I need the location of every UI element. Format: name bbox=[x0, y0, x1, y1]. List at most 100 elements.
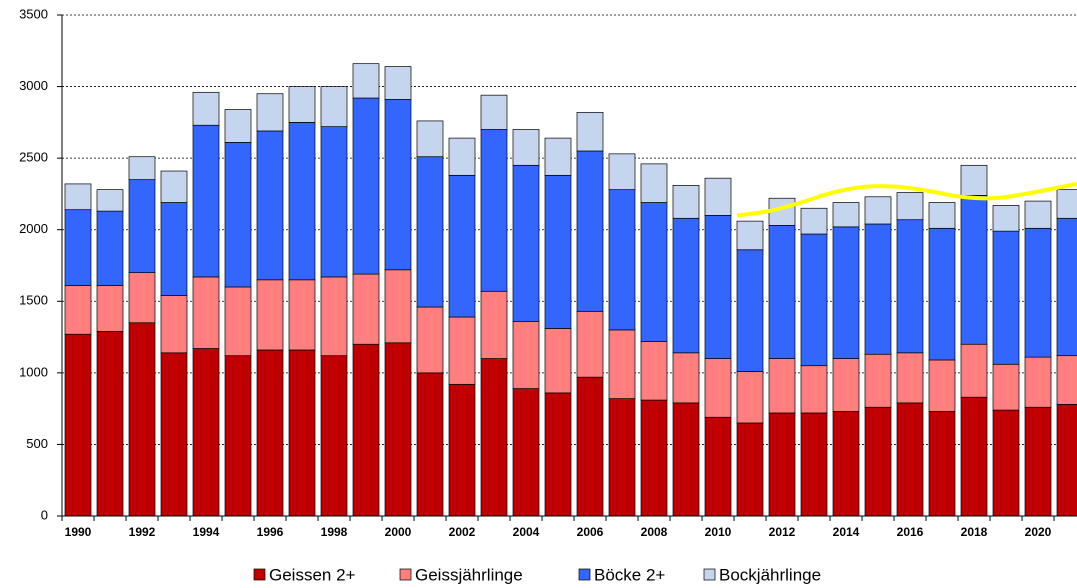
bar-segment bbox=[768, 412, 796, 517]
bar-segment bbox=[192, 124, 220, 278]
bar-segment bbox=[1056, 355, 1077, 405]
bar-segment bbox=[320, 355, 348, 517]
bar-segment bbox=[288, 279, 316, 351]
bar-segment bbox=[416, 156, 444, 308]
legend-label: Geissjährlinge bbox=[415, 565, 523, 584]
bar-segment bbox=[224, 286, 252, 357]
y-tick-label: 3500 bbox=[19, 6, 48, 21]
bar-segment bbox=[64, 183, 92, 211]
bar-segment bbox=[96, 330, 124, 517]
bar-segment bbox=[896, 219, 924, 354]
bar-segment bbox=[288, 122, 316, 281]
bar-segment bbox=[128, 179, 156, 274]
bar-segment bbox=[384, 66, 412, 100]
x-tick-label: 2000 bbox=[385, 525, 412, 539]
x-tick-label: 2004 bbox=[513, 525, 540, 539]
bar-segment bbox=[736, 220, 764, 251]
bar-segment bbox=[512, 388, 540, 517]
bar-segment bbox=[928, 202, 956, 229]
y-tick-label: 0 bbox=[41, 507, 48, 522]
bar-segment bbox=[192, 276, 220, 349]
bar-segment bbox=[1024, 406, 1052, 517]
bar-segment bbox=[64, 209, 92, 286]
bar-segment bbox=[96, 210, 124, 286]
bar-segment bbox=[448, 316, 476, 385]
bar-segment bbox=[416, 120, 444, 158]
bar-segment bbox=[704, 358, 732, 418]
bar-segment bbox=[864, 406, 892, 517]
bar-segment bbox=[352, 97, 380, 275]
bar-segment bbox=[672, 184, 700, 219]
bar-segment bbox=[672, 352, 700, 404]
bar-segment bbox=[864, 353, 892, 408]
bar-segment bbox=[576, 111, 604, 152]
bar-segment bbox=[928, 411, 956, 517]
legend-label: Bockjährlinge bbox=[719, 565, 821, 584]
bar-segment bbox=[800, 412, 828, 517]
bar-segment bbox=[1056, 403, 1077, 517]
bar-segment bbox=[672, 217, 700, 354]
bar-segment bbox=[832, 358, 860, 412]
bar-segment bbox=[960, 164, 988, 196]
bar-segment bbox=[448, 174, 476, 318]
bar-segment bbox=[320, 126, 348, 278]
bar-segment bbox=[256, 349, 284, 517]
bar-segment bbox=[928, 359, 956, 412]
bar-segment bbox=[896, 192, 924, 221]
bar-segment bbox=[288, 349, 316, 517]
bar-segment bbox=[704, 416, 732, 517]
bar-segment bbox=[640, 399, 668, 517]
legend-label: Geissen 2+ bbox=[269, 565, 356, 584]
bar-segment bbox=[64, 333, 92, 517]
bar-segment bbox=[384, 269, 412, 344]
bar-segment bbox=[160, 202, 188, 296]
bar-segment bbox=[256, 279, 284, 351]
bar-segment bbox=[160, 170, 188, 203]
x-tick-label: 1996 bbox=[257, 525, 284, 539]
bar-segment bbox=[448, 137, 476, 176]
bar-segment bbox=[992, 205, 1020, 232]
y-tick-label: 2000 bbox=[19, 221, 48, 236]
bar-segment bbox=[1024, 227, 1052, 358]
bar-segment bbox=[960, 195, 988, 345]
bar-segment bbox=[416, 372, 444, 517]
bar-segment bbox=[736, 371, 764, 424]
bar-segment bbox=[192, 348, 220, 517]
bar-segment bbox=[896, 402, 924, 517]
bar-segment bbox=[384, 99, 412, 271]
bar-segment bbox=[96, 189, 124, 212]
x-tick-label: 2020 bbox=[1025, 525, 1052, 539]
y-tick-label: 1000 bbox=[19, 364, 48, 379]
x-tick-label: 2012 bbox=[769, 525, 796, 539]
trend-line bbox=[736, 181, 1077, 218]
y-tick-label: 500 bbox=[26, 436, 48, 451]
bar-segment bbox=[384, 342, 412, 517]
x-tick-label: 2008 bbox=[641, 525, 668, 539]
bar-segment bbox=[1056, 217, 1077, 357]
bar-segment bbox=[960, 343, 988, 398]
bar-segment bbox=[640, 341, 668, 401]
bar-segment bbox=[960, 396, 988, 517]
bar-segment bbox=[1024, 200, 1052, 229]
bar-segment bbox=[736, 249, 764, 372]
bar-segment bbox=[704, 215, 732, 359]
bar-segment bbox=[608, 329, 636, 399]
bar-segment bbox=[64, 285, 92, 335]
bar-segment bbox=[256, 93, 284, 132]
bar-segment bbox=[768, 225, 796, 359]
bar-segment bbox=[352, 273, 380, 345]
bar-segment bbox=[928, 227, 956, 361]
legend-swatch bbox=[578, 568, 591, 581]
bar-segment bbox=[576, 310, 604, 378]
bar-segment bbox=[512, 320, 540, 389]
bar-segment bbox=[608, 189, 636, 331]
bar-segment bbox=[608, 153, 636, 190]
bar-segment bbox=[256, 130, 284, 281]
bar-segment bbox=[544, 328, 572, 394]
bar-segment bbox=[544, 174, 572, 329]
bar-segment bbox=[864, 196, 892, 225]
y-tick-label: 3000 bbox=[19, 78, 48, 93]
bar-segment bbox=[448, 383, 476, 517]
bar-segment bbox=[512, 164, 540, 322]
x-tick-label: 2010 bbox=[705, 525, 732, 539]
